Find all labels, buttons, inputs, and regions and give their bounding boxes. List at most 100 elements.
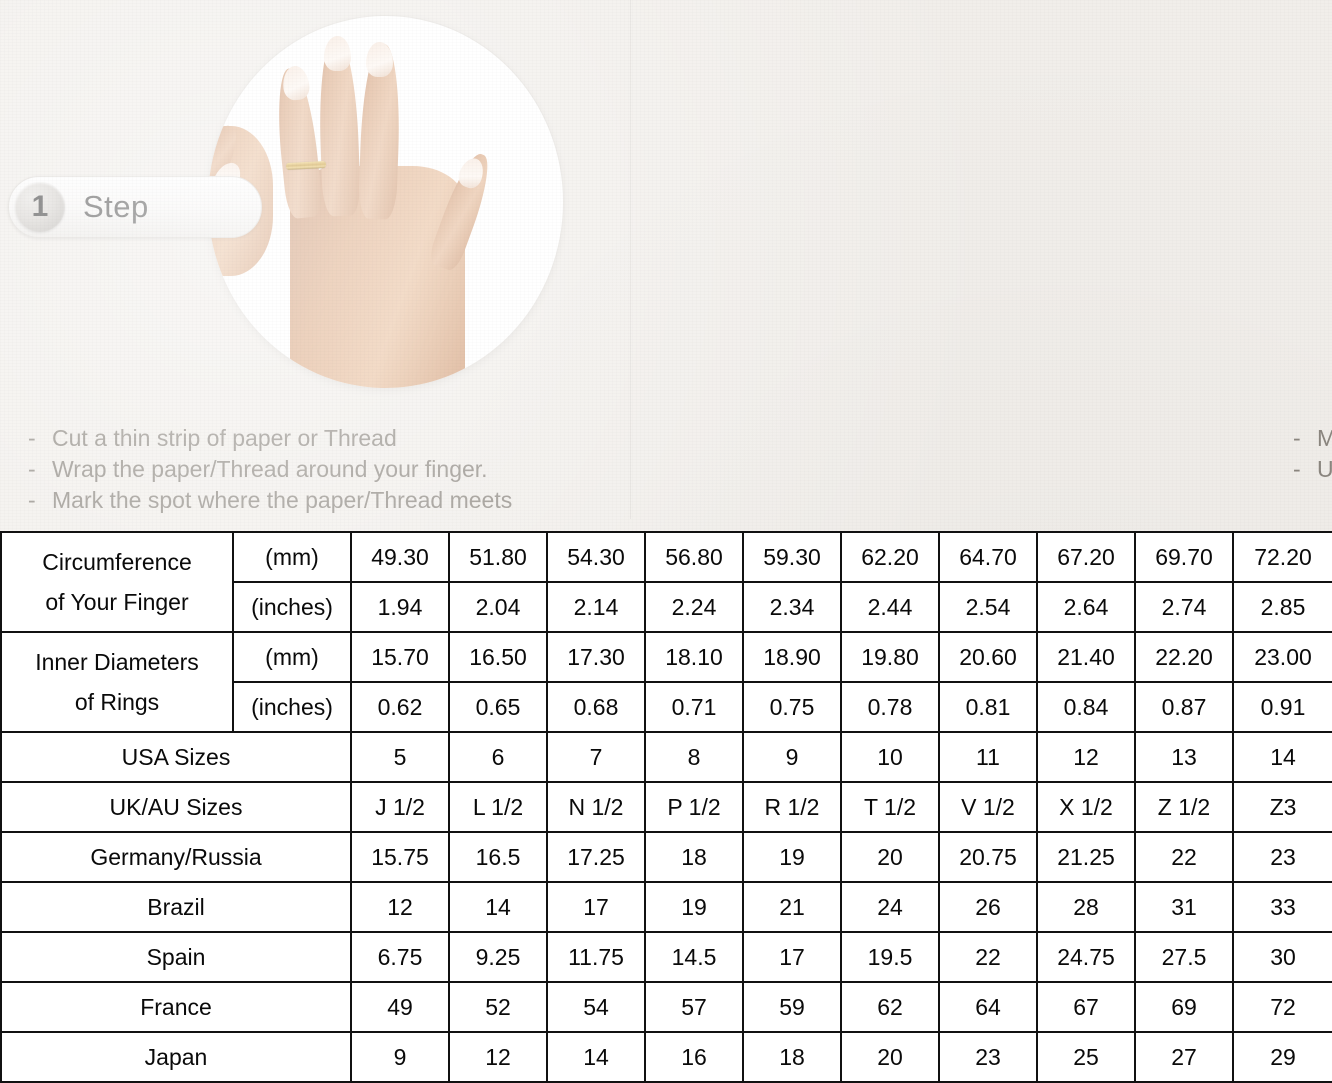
table-cell: 31: [1134, 881, 1234, 933]
table-cell: 26: [938, 881, 1038, 933]
table-cell: 1.94: [350, 581, 450, 633]
table-cell: 19: [742, 831, 842, 883]
table-cell: 21.25: [1036, 831, 1136, 883]
row-label-france: France: [0, 981, 352, 1033]
unit-cell: (mm): [232, 531, 352, 583]
table-cell: 12: [1036, 731, 1136, 783]
table-cell: 16.5: [448, 831, 548, 883]
table-cell: 59.30: [742, 531, 842, 583]
step-2-panel: 1 2 3 MADE IN INDIA 2 Step -Measure the …: [631, 0, 1332, 525]
table-cell: V 1/2: [938, 781, 1038, 833]
table-cell: 11.75: [546, 931, 646, 983]
table-cell: 54: [546, 981, 646, 1033]
ring-size-table: Circumference of Your Finger (mm) 49.30 …: [0, 531, 1332, 1083]
table-cell: 69: [1134, 981, 1234, 1033]
table-cell: 2.44: [840, 581, 940, 633]
instruction-line: - Cut a thin strip of paper or Thread: [28, 425, 397, 451]
step-2-instructions: -Measure the length of the thread with y…: [1293, 423, 1332, 485]
table-cell: 67: [1036, 981, 1136, 1033]
table-cell: 17.25: [546, 831, 646, 883]
table-cell: 23: [1232, 831, 1332, 883]
table-cell: 22: [938, 931, 1038, 983]
table-cell: 21.40: [1036, 631, 1136, 683]
table-cell: 51.80: [448, 531, 548, 583]
table-cell: 20.75: [938, 831, 1038, 883]
table-cell: J 1/2: [350, 781, 450, 833]
row-label-inner-diameter: Inner Diameters of Rings: [0, 631, 234, 733]
table-cell: 20: [840, 831, 940, 883]
table-cell: 19.5: [840, 931, 940, 983]
table-cell: 54.30: [546, 531, 646, 583]
instruction-text: Wrap the paper/Thread around your finger…: [52, 456, 488, 482]
table-cell: 24: [840, 881, 940, 933]
table-cell: 13: [1134, 731, 1234, 783]
table-cell: 30: [1232, 931, 1332, 983]
table-cell: 9: [742, 731, 842, 783]
table-cell: 2.24: [644, 581, 744, 633]
unit-cell: (mm): [232, 631, 352, 683]
table-cell: 27.5: [1134, 931, 1234, 983]
row-label-line-2: of Rings: [74, 689, 160, 715]
table-cell: 7: [546, 731, 646, 783]
table-cell: 15.70: [350, 631, 450, 683]
table-row: USA Sizes 5 6 7 8 9 10 11 12 13 14: [0, 731, 1332, 783]
table-cell: 2.85: [1232, 581, 1332, 633]
table-cell: 17: [546, 881, 646, 933]
table-cell: T 1/2: [840, 781, 940, 833]
table-cell: 18.90: [742, 631, 842, 683]
row-label-usa: USA Sizes: [0, 731, 352, 783]
table-cell: Z 1/2: [1134, 781, 1234, 833]
table-cell: 18.10: [644, 631, 744, 683]
table-cell: 0.84: [1036, 681, 1136, 733]
table-cell: 64.70: [938, 531, 1038, 583]
table-cell: 12: [350, 881, 450, 933]
table-cell: 6.75: [350, 931, 450, 983]
table-row: France 49 52 54 57 59 62 64 67 69 72: [0, 981, 1332, 1033]
table-cell: 10: [840, 731, 940, 783]
row-label-spain: Spain: [0, 931, 352, 983]
table-cell: 0.71: [644, 681, 744, 733]
table-cell: L 1/2: [448, 781, 548, 833]
instruction-line: - Wrap the paper/Thread around your finge…: [28, 456, 488, 482]
table-cell: 21: [742, 881, 842, 933]
table-cell: 72: [1232, 981, 1332, 1033]
table-cell: 15.75: [350, 831, 450, 883]
table-cell: 8: [644, 731, 744, 783]
table-cell: 2.54: [938, 581, 1038, 633]
table-cell: P 1/2: [644, 781, 744, 833]
table-cell: 2.14: [546, 581, 646, 633]
table-row: Germany/Russia 15.75 16.5 17.25 18 19 20…: [0, 831, 1332, 883]
table-cell: 14: [1232, 731, 1332, 783]
table-cell: 28: [1036, 881, 1136, 933]
table-cell: 19.80: [840, 631, 940, 683]
unit-cell: (inches): [232, 681, 352, 733]
table-cell: 0.78: [840, 681, 940, 733]
table-cell: 0.65: [448, 681, 548, 733]
table-cell: 2.74: [1134, 581, 1234, 633]
table-cell: 16.50: [448, 631, 548, 683]
instruction-text: Measure the length of the thread with yo…: [1317, 425, 1332, 451]
table-cell: 0.91: [1232, 681, 1332, 733]
table-cell: 19: [644, 881, 744, 933]
step-1-badge: 1 Step: [8, 176, 262, 238]
table-cell: 49: [350, 981, 450, 1033]
table-cell: 6: [448, 731, 548, 783]
table-cell: 0.75: [742, 681, 842, 733]
instruction-line: - Mark the spot where the paper/Thread me…: [28, 487, 513, 513]
row-label-germany-russia: Germany/Russia: [0, 831, 352, 883]
step-1-label: Step: [83, 189, 149, 224]
table-cell: R 1/2: [742, 781, 842, 833]
step-1-instructions: - Cut a thin strip of paper or Thread - Wr…: [28, 423, 512, 516]
step-1-number: 1: [15, 182, 65, 232]
table-cell: 20.60: [938, 631, 1038, 683]
table-cell: 0.81: [938, 681, 1038, 733]
table-cell: N 1/2: [546, 781, 646, 833]
table-cell: 59: [742, 981, 842, 1033]
table-cell: 57: [644, 981, 744, 1033]
table-cell: 69.70: [1134, 531, 1234, 583]
table-cell: 0.62: [350, 681, 450, 733]
table-cell: 23.00: [1232, 631, 1332, 683]
instruction-line: -Use the following chart to determine yo…: [1293, 454, 1332, 485]
table-cell: 52: [448, 981, 548, 1033]
row-label-line-2: of Your Finger: [45, 589, 189, 615]
